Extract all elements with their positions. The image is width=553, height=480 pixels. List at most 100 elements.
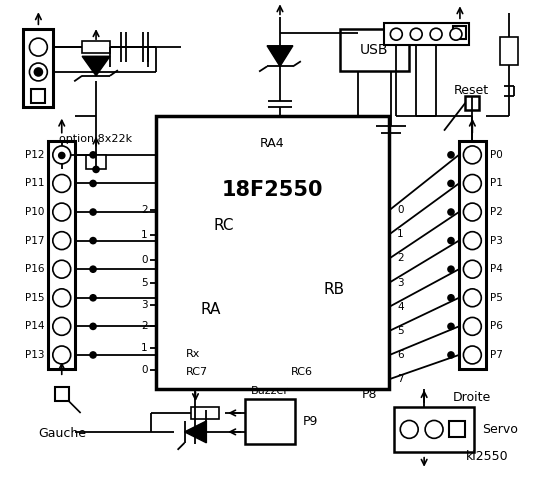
Text: RB: RB [324, 282, 345, 297]
Circle shape [463, 260, 481, 278]
Circle shape [463, 232, 481, 250]
Text: 6: 6 [397, 350, 404, 360]
Circle shape [34, 68, 43, 76]
Text: P17: P17 [25, 236, 44, 246]
Bar [82, 41, 110, 53]
Circle shape [53, 175, 71, 192]
Text: Rx: Rx [185, 349, 200, 360]
Text: 2: 2 [141, 205, 148, 215]
Circle shape [463, 146, 481, 164]
Text: P3: P3 [490, 236, 503, 246]
Polygon shape [185, 421, 206, 443]
Bar [466, 96, 479, 110]
Bar [449, 421, 465, 437]
Circle shape [450, 28, 462, 40]
Circle shape [463, 289, 481, 307]
Text: 1: 1 [141, 343, 148, 353]
Text: P11: P11 [25, 179, 44, 189]
Circle shape [463, 317, 481, 336]
Text: P10: P10 [25, 207, 44, 217]
Text: P12: P12 [25, 150, 44, 160]
Circle shape [400, 420, 418, 438]
Text: 0: 0 [397, 205, 404, 215]
Text: Droite: Droite [453, 391, 492, 404]
Bar [500, 37, 518, 65]
Circle shape [448, 266, 454, 272]
Circle shape [29, 63, 48, 81]
Bar [191, 407, 220, 419]
Circle shape [448, 180, 454, 186]
Text: RC7: RC7 [185, 367, 208, 377]
Text: RC6: RC6 [291, 367, 313, 377]
Circle shape [59, 153, 65, 158]
Text: P6: P6 [490, 322, 503, 331]
Circle shape [448, 209, 454, 215]
Text: ki2550: ki2550 [466, 450, 509, 463]
Text: P4: P4 [490, 264, 503, 274]
Text: 4: 4 [397, 302, 404, 312]
Bar [453, 26, 466, 39]
Circle shape [448, 295, 454, 301]
Text: RA: RA [200, 302, 221, 317]
Text: 3: 3 [397, 277, 404, 288]
Bar [23, 29, 53, 107]
Bar [245, 399, 295, 444]
Text: 1: 1 [141, 230, 148, 240]
Text: P0: P0 [490, 150, 503, 160]
Circle shape [430, 28, 442, 40]
Circle shape [90, 324, 96, 329]
Bar [86, 156, 106, 169]
Text: P15: P15 [25, 293, 44, 303]
Text: 0: 0 [141, 365, 148, 375]
Text: P13: P13 [25, 350, 44, 360]
Circle shape [448, 152, 454, 158]
Text: 5: 5 [397, 326, 404, 336]
Text: 3: 3 [141, 300, 148, 310]
Circle shape [53, 317, 71, 336]
Circle shape [90, 352, 96, 358]
Text: 2: 2 [141, 322, 148, 332]
Text: P9: P9 [303, 415, 318, 428]
Circle shape [425, 420, 443, 438]
Circle shape [90, 180, 96, 186]
Text: Reset: Reset [453, 84, 489, 97]
Circle shape [90, 266, 96, 272]
Text: P8: P8 [362, 388, 377, 401]
Bar [156, 116, 389, 389]
Text: RC: RC [213, 217, 234, 233]
Text: P7: P7 [490, 350, 503, 360]
Circle shape [463, 175, 481, 192]
Text: RA4: RA4 [260, 137, 285, 150]
Bar [394, 407, 474, 452]
Circle shape [463, 203, 481, 221]
Polygon shape [267, 46, 293, 66]
Circle shape [90, 152, 96, 158]
Circle shape [90, 295, 96, 301]
Text: P2: P2 [490, 207, 503, 217]
Text: P1: P1 [490, 179, 503, 189]
Text: P14: P14 [25, 322, 44, 331]
Text: Buzzer: Buzzer [251, 386, 289, 396]
Text: 7: 7 [397, 374, 404, 384]
Bar [32, 89, 45, 103]
Text: USB: USB [360, 43, 389, 57]
Bar [48, 141, 75, 369]
Circle shape [53, 260, 71, 278]
Text: Gauche: Gauche [38, 427, 86, 440]
Bar [340, 29, 409, 71]
Polygon shape [82, 56, 110, 76]
Text: 5: 5 [141, 278, 148, 288]
Circle shape [29, 38, 48, 56]
Text: option 8x22k: option 8x22k [60, 133, 133, 144]
Circle shape [93, 167, 99, 172]
Circle shape [448, 324, 454, 329]
Bar [459, 141, 486, 369]
Circle shape [53, 289, 71, 307]
Circle shape [90, 238, 96, 244]
Circle shape [53, 203, 71, 221]
Bar [384, 23, 469, 45]
Text: P5: P5 [490, 293, 503, 303]
Circle shape [463, 346, 481, 364]
Circle shape [390, 28, 402, 40]
Circle shape [53, 346, 71, 364]
